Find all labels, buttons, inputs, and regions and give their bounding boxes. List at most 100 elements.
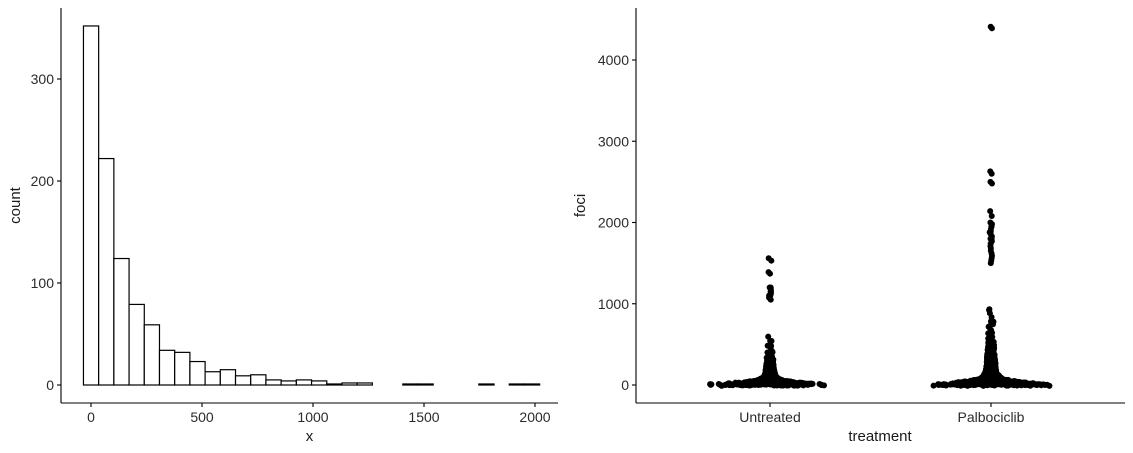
histogram-bar	[189, 360, 206, 386]
data-point	[998, 379, 1005, 386]
histogram-bar	[326, 383, 343, 386]
data-point	[990, 376, 997, 383]
x-tick-label: 1000	[297, 409, 328, 425]
y-axis-title: foci	[572, 194, 589, 217]
data-point	[816, 380, 823, 387]
outlier-point	[988, 170, 995, 177]
data-point	[768, 371, 775, 378]
data-point	[809, 380, 816, 387]
y-tick-label: 100	[31, 275, 55, 291]
histogram-bar	[234, 375, 252, 386]
outlier-point	[988, 25, 995, 32]
data-point	[804, 381, 811, 388]
data-point	[988, 221, 995, 228]
x-category-label: Palbociclib	[958, 409, 1025, 425]
data-point	[768, 353, 775, 360]
y-tick-label: 1000	[598, 296, 629, 312]
data-point	[1004, 382, 1011, 389]
data-point	[987, 326, 994, 333]
histogram-bar	[219, 369, 237, 386]
y-tick-label: 200	[31, 173, 55, 189]
x-axis-title: x	[306, 428, 314, 445]
histogram-bar	[417, 383, 434, 386]
y-axis-title: count	[7, 186, 24, 224]
data-point	[756, 381, 763, 388]
data-point	[990, 318, 997, 325]
outlier-point	[988, 180, 995, 187]
x-tick-label: 500	[190, 409, 214, 425]
data-point	[984, 364, 991, 371]
data-point	[758, 375, 765, 382]
y-tick-label: 0	[46, 377, 54, 393]
x-tick-label: 2000	[519, 409, 550, 425]
beeswarm-panel: 0 1000 2000 3000 4000 Untreated Palbociclib tre…	[572, 8, 1125, 445]
histogram-bar	[295, 379, 313, 386]
histogram-bar	[204, 371, 221, 386]
data-point	[716, 381, 723, 388]
data-point	[985, 369, 992, 376]
outlier-point	[768, 257, 775, 264]
data-point	[708, 381, 715, 388]
histogram-bar	[174, 351, 191, 386]
data-point	[985, 340, 992, 347]
histogram-bar	[82, 25, 100, 386]
histogram-bar	[128, 303, 145, 386]
data-point	[935, 381, 942, 388]
y-tick-label: 2000	[598, 215, 629, 231]
x-tick-label: 1500	[408, 409, 439, 425]
x-tick-label: 0	[87, 409, 95, 425]
data-point	[954, 382, 961, 389]
data-point	[988, 314, 995, 321]
histogram-bar	[478, 383, 495, 386]
outlier-point	[988, 213, 995, 219]
histogram-bar	[280, 380, 297, 386]
y-tick-label: 300	[31, 71, 55, 87]
y-tick-label: 0	[621, 377, 629, 393]
data-point	[767, 337, 774, 344]
data-point	[996, 374, 1003, 381]
data-point	[766, 376, 773, 383]
data-point	[767, 284, 774, 291]
histogram-bar	[143, 324, 161, 386]
histogram-bar	[310, 380, 328, 386]
histogram-bar	[98, 157, 115, 386]
data-point	[966, 378, 973, 385]
data-point	[770, 358, 777, 365]
swarm-palbociclib	[930, 23, 1053, 389]
data-point	[942, 381, 949, 388]
y-tick-label: 3000	[598, 133, 629, 149]
data-point	[725, 381, 732, 388]
swarm-untreated	[707, 255, 828, 389]
histogram-bar	[158, 349, 176, 386]
histogram-bar	[523, 383, 541, 386]
data-point	[747, 380, 754, 387]
histogram-bar	[265, 379, 282, 386]
histogram-bar	[356, 382, 373, 386]
outlier-point	[987, 208, 994, 215]
data-point	[984, 358, 991, 365]
data-point	[991, 364, 998, 371]
data-point	[738, 381, 745, 388]
x-category-label: Untreated	[739, 409, 800, 425]
data-point	[987, 350, 994, 357]
data-point	[930, 382, 937, 389]
data-point	[774, 376, 781, 383]
histogram-bar	[113, 257, 130, 386]
data-point	[786, 379, 793, 386]
histogram-panel: 0 100 200 300 0 500 1000 1500 2000 x count	[7, 8, 558, 445]
data-point	[732, 379, 739, 386]
data-point	[1040, 381, 1047, 388]
data-point	[765, 362, 772, 369]
x-axis-title: treatment	[848, 428, 912, 445]
data-point	[800, 381, 807, 388]
histogram-bar	[508, 383, 526, 386]
data-point	[990, 344, 997, 351]
data-point	[980, 377, 987, 384]
data-point	[974, 380, 981, 387]
data-point	[1030, 381, 1037, 388]
histogram-bar	[250, 374, 267, 386]
data-point	[790, 382, 797, 389]
data-point	[764, 342, 771, 349]
